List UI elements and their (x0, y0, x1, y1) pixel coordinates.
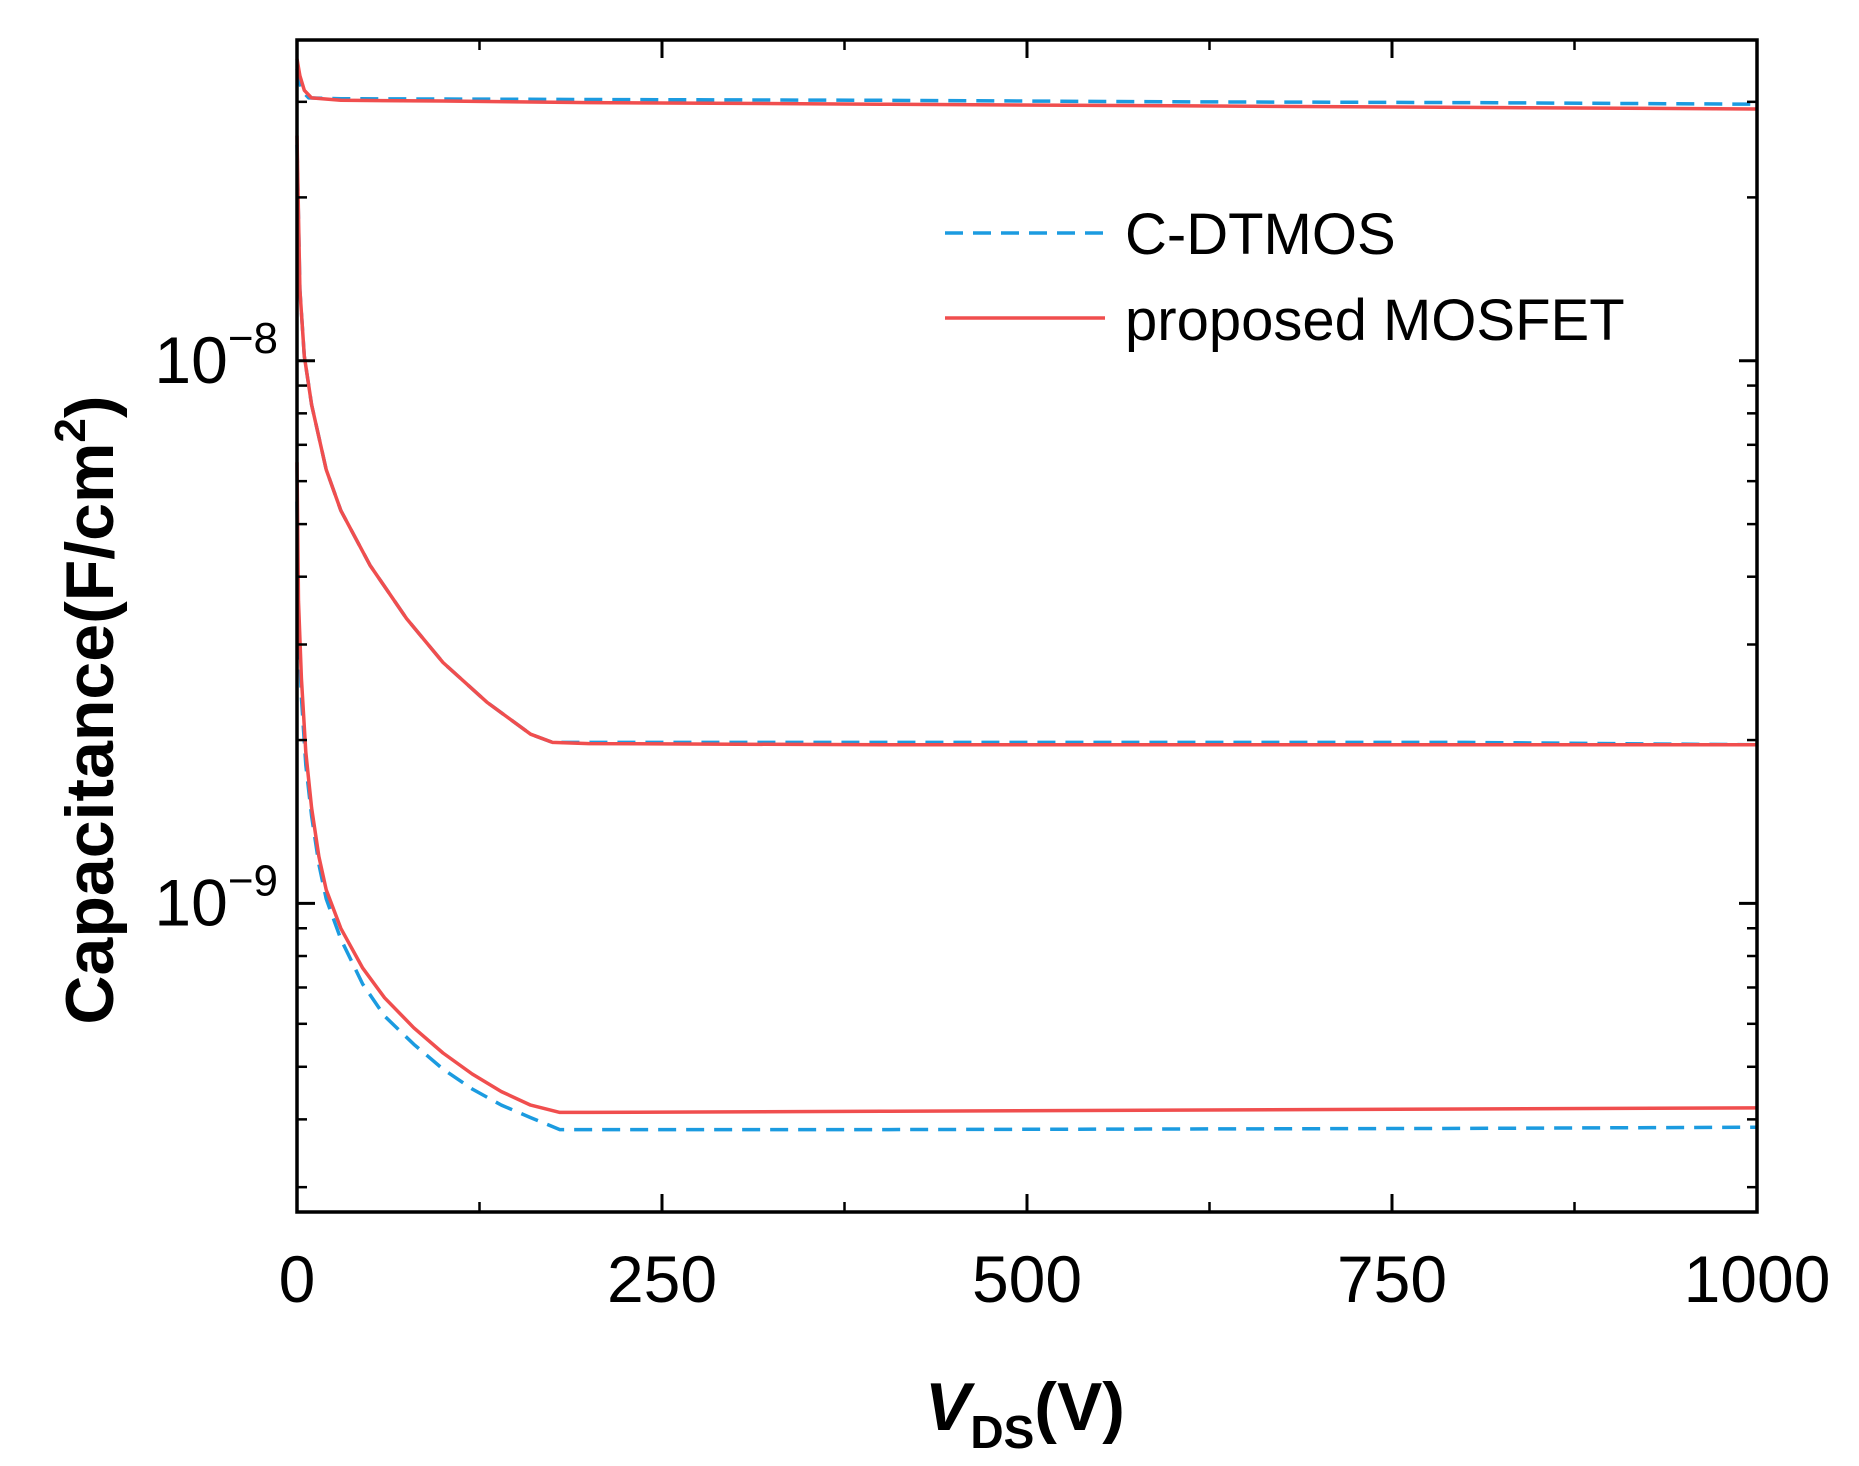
series-layer (295, 58, 1758, 1132)
legend-label-proposed-mosfet: proposed MOSFET (1125, 288, 1625, 353)
x-tick-label-500: 500 (972, 1242, 1082, 1316)
series-c-dtmos-upper-line (295, 68, 1758, 106)
y-tick-label-neg8: 10−8 (154, 314, 278, 397)
series-proposed-mosfet-upper-line (295, 58, 1758, 111)
x-tick-label-750: 750 (1337, 1242, 1447, 1316)
axes-layer: 0 250 500 750 1000 10−8 10−9 (154, 38, 1831, 1316)
plot-frame (295, 38, 1759, 1214)
y-tick-label-neg9: 10−9 (154, 856, 278, 939)
legend: C-DTMOS proposed MOSFET (945, 202, 1625, 353)
legend-label-c-dtmos: C-DTMOS (1125, 202, 1396, 267)
series-proposed-mosfet-lower-line (295, 462, 1758, 1115)
x-tick-label-250: 250 (607, 1242, 717, 1316)
y-axis-title: Capacitance(F/cm2) (46, 395, 128, 1024)
x-axis-title: VDS(V) (925, 1369, 1125, 1458)
x-tick-label-1000: 1000 (1684, 1242, 1831, 1316)
series-c-dtmos-middle-line (295, 144, 1758, 747)
series-c-dtmos-lower-line (295, 501, 1758, 1132)
series-proposed-mosfet-middle-line (295, 135, 1757, 747)
x-tick-label-0: 0 (279, 1242, 316, 1316)
